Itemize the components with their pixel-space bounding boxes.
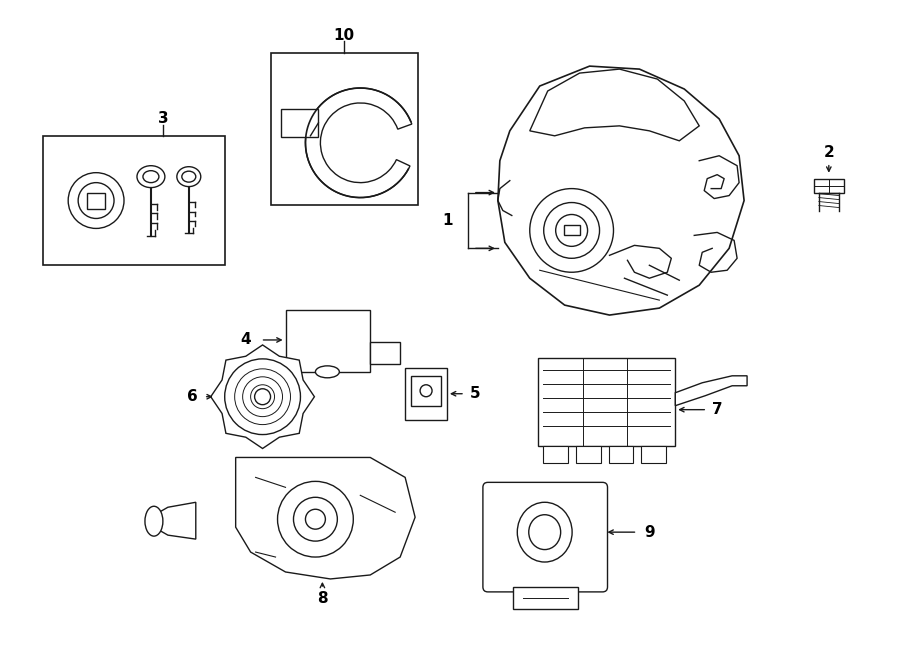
Circle shape [305, 509, 326, 529]
Bar [563, 225, 580, 235]
Circle shape [544, 202, 599, 258]
FancyBboxPatch shape [483, 483, 608, 592]
Ellipse shape [529, 515, 561, 549]
Polygon shape [675, 376, 747, 406]
Circle shape [255, 389, 271, 405]
Polygon shape [211, 345, 314, 449]
Text: 2: 2 [824, 145, 834, 160]
Circle shape [225, 359, 301, 434]
Circle shape [68, 173, 124, 229]
Bar [87, 192, 105, 208]
Text: 10: 10 [334, 28, 355, 43]
Text: 3: 3 [158, 112, 168, 126]
Ellipse shape [315, 366, 339, 378]
Circle shape [555, 214, 588, 247]
Circle shape [530, 188, 614, 272]
Circle shape [78, 182, 114, 219]
Circle shape [293, 497, 338, 541]
Polygon shape [236, 457, 415, 579]
Text: 6: 6 [187, 389, 198, 405]
Text: 4: 4 [240, 332, 251, 348]
Text: 7: 7 [712, 402, 723, 417]
Circle shape [235, 369, 291, 424]
Bar [271, 53, 418, 204]
Ellipse shape [137, 166, 165, 188]
Circle shape [250, 385, 274, 408]
Bar [513, 587, 578, 609]
Circle shape [277, 481, 354, 557]
Bar [543, 446, 568, 463]
Bar [576, 446, 600, 463]
Ellipse shape [176, 167, 201, 186]
Circle shape [420, 385, 432, 397]
Text: 8: 8 [317, 592, 328, 606]
FancyBboxPatch shape [370, 342, 400, 364]
Bar [411, 376, 441, 406]
Bar [43, 136, 225, 265]
Bar [642, 446, 666, 463]
Polygon shape [530, 69, 699, 141]
Wedge shape [305, 88, 412, 198]
Bar [405, 368, 447, 420]
Ellipse shape [182, 171, 196, 182]
Text: 9: 9 [644, 525, 654, 539]
Ellipse shape [518, 502, 572, 562]
Bar [814, 178, 844, 192]
Ellipse shape [143, 171, 159, 182]
Text: 1: 1 [443, 213, 454, 228]
Bar [281, 109, 319, 137]
Circle shape [243, 377, 283, 416]
Ellipse shape [145, 506, 163, 536]
Polygon shape [498, 66, 744, 315]
Bar [285, 310, 370, 372]
Bar [608, 446, 634, 463]
Polygon shape [154, 502, 196, 539]
Text: 5: 5 [470, 386, 481, 401]
Bar [537, 358, 675, 446]
